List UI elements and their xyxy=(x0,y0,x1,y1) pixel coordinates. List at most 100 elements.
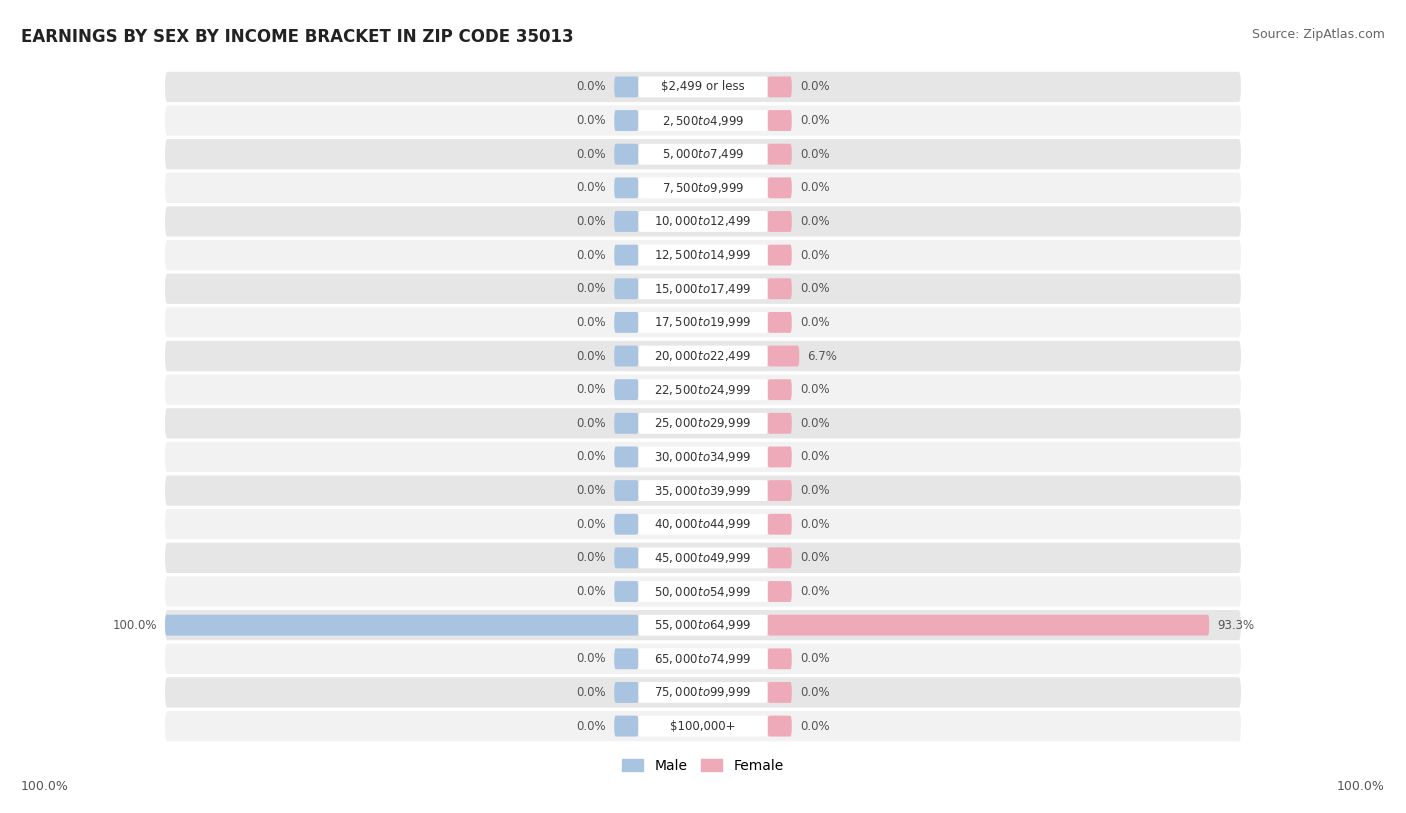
Text: 0.0%: 0.0% xyxy=(576,114,606,127)
FancyBboxPatch shape xyxy=(165,274,1241,304)
Text: $10,000 to $12,499: $10,000 to $12,499 xyxy=(654,215,752,228)
FancyBboxPatch shape xyxy=(638,177,768,198)
Text: $50,000 to $54,999: $50,000 to $54,999 xyxy=(654,585,752,598)
Legend: Male, Female: Male, Female xyxy=(617,754,789,779)
FancyBboxPatch shape xyxy=(614,446,638,467)
FancyBboxPatch shape xyxy=(165,207,1241,237)
Text: 0.0%: 0.0% xyxy=(800,383,830,396)
Text: 0.0%: 0.0% xyxy=(800,720,830,733)
FancyBboxPatch shape xyxy=(638,110,768,131)
Text: 0.0%: 0.0% xyxy=(800,316,830,329)
FancyBboxPatch shape xyxy=(614,211,638,232)
FancyBboxPatch shape xyxy=(165,543,1241,573)
Text: 0.0%: 0.0% xyxy=(800,585,830,598)
FancyBboxPatch shape xyxy=(638,312,768,333)
FancyBboxPatch shape xyxy=(638,211,768,232)
FancyBboxPatch shape xyxy=(638,446,768,467)
FancyBboxPatch shape xyxy=(614,480,638,501)
Text: 0.0%: 0.0% xyxy=(576,148,606,161)
FancyBboxPatch shape xyxy=(768,581,792,602)
Text: $30,000 to $34,999: $30,000 to $34,999 xyxy=(654,450,752,464)
FancyBboxPatch shape xyxy=(165,677,1241,707)
Text: 100.0%: 100.0% xyxy=(21,780,69,793)
FancyBboxPatch shape xyxy=(614,110,638,131)
Text: 0.0%: 0.0% xyxy=(800,484,830,497)
Text: $75,000 to $99,999: $75,000 to $99,999 xyxy=(654,685,752,699)
Text: $20,000 to $22,499: $20,000 to $22,499 xyxy=(654,349,752,363)
FancyBboxPatch shape xyxy=(614,649,638,669)
Text: 0.0%: 0.0% xyxy=(576,585,606,598)
Text: $5,000 to $7,499: $5,000 to $7,499 xyxy=(662,147,744,161)
FancyBboxPatch shape xyxy=(165,341,1241,372)
Text: 0.0%: 0.0% xyxy=(576,215,606,228)
Text: 0.0%: 0.0% xyxy=(576,383,606,396)
Text: $2,500 to $4,999: $2,500 to $4,999 xyxy=(662,114,744,128)
FancyBboxPatch shape xyxy=(768,547,792,568)
FancyBboxPatch shape xyxy=(614,682,638,703)
Text: $25,000 to $29,999: $25,000 to $29,999 xyxy=(654,416,752,430)
FancyBboxPatch shape xyxy=(768,211,792,232)
FancyBboxPatch shape xyxy=(768,110,792,131)
Text: 0.0%: 0.0% xyxy=(800,215,830,228)
Text: 0.0%: 0.0% xyxy=(800,114,830,127)
FancyBboxPatch shape xyxy=(614,312,638,333)
FancyBboxPatch shape xyxy=(768,649,792,669)
FancyBboxPatch shape xyxy=(768,278,792,299)
FancyBboxPatch shape xyxy=(638,682,768,703)
FancyBboxPatch shape xyxy=(165,476,1241,506)
FancyBboxPatch shape xyxy=(638,581,768,602)
Text: 0.0%: 0.0% xyxy=(800,518,830,531)
Text: 0.0%: 0.0% xyxy=(576,450,606,463)
Text: 0.0%: 0.0% xyxy=(576,249,606,262)
FancyBboxPatch shape xyxy=(614,413,638,434)
FancyBboxPatch shape xyxy=(638,480,768,501)
Text: $17,500 to $19,999: $17,500 to $19,999 xyxy=(654,315,752,329)
Text: $40,000 to $44,999: $40,000 to $44,999 xyxy=(654,517,752,531)
FancyBboxPatch shape xyxy=(614,514,638,535)
FancyBboxPatch shape xyxy=(165,307,1241,337)
Text: 0.0%: 0.0% xyxy=(800,282,830,295)
Text: $100,000+: $100,000+ xyxy=(671,720,735,733)
Text: 0.0%: 0.0% xyxy=(576,551,606,564)
FancyBboxPatch shape xyxy=(768,514,792,535)
FancyBboxPatch shape xyxy=(614,177,638,198)
Text: $45,000 to $49,999: $45,000 to $49,999 xyxy=(654,551,752,565)
Text: $15,000 to $17,499: $15,000 to $17,499 xyxy=(654,282,752,296)
FancyBboxPatch shape xyxy=(614,379,638,400)
FancyBboxPatch shape xyxy=(165,139,1241,169)
Text: 0.0%: 0.0% xyxy=(576,720,606,733)
FancyBboxPatch shape xyxy=(768,76,792,98)
Text: 0.0%: 0.0% xyxy=(576,652,606,665)
Text: 6.7%: 6.7% xyxy=(807,350,837,363)
FancyBboxPatch shape xyxy=(638,379,768,400)
FancyBboxPatch shape xyxy=(638,649,768,669)
FancyBboxPatch shape xyxy=(768,715,792,737)
Text: 0.0%: 0.0% xyxy=(800,80,830,93)
FancyBboxPatch shape xyxy=(614,144,638,164)
Text: $12,500 to $14,999: $12,500 to $14,999 xyxy=(654,248,752,262)
Text: $22,500 to $24,999: $22,500 to $24,999 xyxy=(654,383,752,397)
Text: 0.0%: 0.0% xyxy=(576,316,606,329)
FancyBboxPatch shape xyxy=(638,76,768,98)
FancyBboxPatch shape xyxy=(638,245,768,266)
Text: 0.0%: 0.0% xyxy=(800,551,830,564)
Text: 0.0%: 0.0% xyxy=(800,652,830,665)
FancyBboxPatch shape xyxy=(165,375,1241,405)
Text: 93.3%: 93.3% xyxy=(1218,619,1254,632)
Text: 0.0%: 0.0% xyxy=(576,80,606,93)
FancyBboxPatch shape xyxy=(638,547,768,568)
Text: 0.0%: 0.0% xyxy=(800,686,830,699)
Text: 0.0%: 0.0% xyxy=(800,450,830,463)
Text: $35,000 to $39,999: $35,000 to $39,999 xyxy=(654,484,752,498)
FancyBboxPatch shape xyxy=(165,644,1241,674)
FancyBboxPatch shape xyxy=(165,509,1241,539)
FancyBboxPatch shape xyxy=(768,682,792,703)
FancyBboxPatch shape xyxy=(614,278,638,299)
FancyBboxPatch shape xyxy=(768,312,792,333)
Text: EARNINGS BY SEX BY INCOME BRACKET IN ZIP CODE 35013: EARNINGS BY SEX BY INCOME BRACKET IN ZIP… xyxy=(21,28,574,46)
Text: 0.0%: 0.0% xyxy=(576,484,606,497)
FancyBboxPatch shape xyxy=(768,480,792,501)
Text: $65,000 to $74,999: $65,000 to $74,999 xyxy=(654,652,752,666)
FancyBboxPatch shape xyxy=(638,413,768,434)
FancyBboxPatch shape xyxy=(614,245,638,266)
